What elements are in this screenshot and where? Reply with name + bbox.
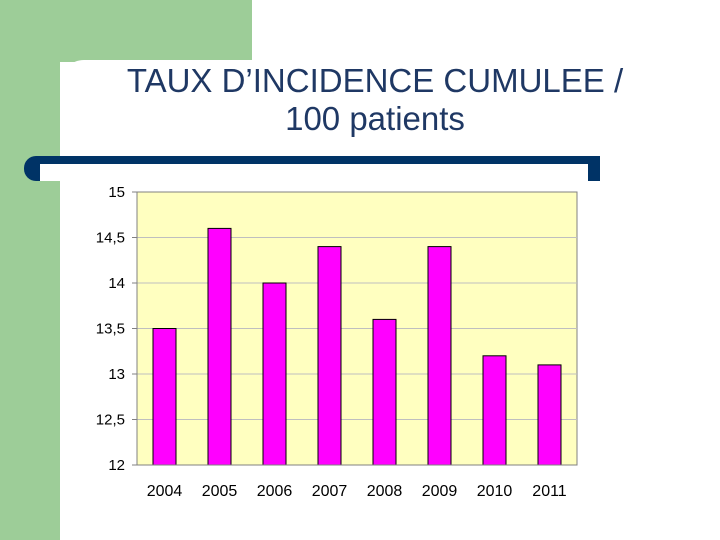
bar-2005 xyxy=(207,227,232,466)
bar-2007 xyxy=(317,246,342,466)
y-tick-label: 14,5 xyxy=(96,230,125,247)
x-tick-label: 2009 xyxy=(422,483,458,500)
x-tick-label: 2008 xyxy=(367,483,403,500)
bar-2004 xyxy=(152,328,177,466)
title-line-2: 100 patients xyxy=(285,100,465,137)
y-tick-label: 13 xyxy=(108,366,125,383)
bar-2008 xyxy=(372,318,397,466)
x-tick-label: 2011 xyxy=(532,483,567,500)
top-band xyxy=(60,0,252,62)
bar-2010 xyxy=(482,355,507,466)
x-tick-label: 2006 xyxy=(257,483,293,500)
y-tick-label: 12 xyxy=(108,457,125,474)
bar-2009 xyxy=(427,246,452,466)
y-tick-label: 13,5 xyxy=(96,321,125,338)
x-tick-label: 2007 xyxy=(312,483,348,500)
title-rule-tab xyxy=(588,156,600,181)
y-tick-label: 15 xyxy=(108,184,125,201)
bar-2006 xyxy=(262,282,287,466)
x-tick-label: 2010 xyxy=(477,483,513,500)
title-line-1: TAUX D’INCIDENCE CUMULEE / xyxy=(126,62,624,99)
y-tick-label: 14 xyxy=(108,275,125,292)
slide-title: TAUX D’INCIDENCE CUMULEE / 100 patients xyxy=(80,62,670,138)
y-tick-label: 12,5 xyxy=(96,412,125,429)
bar-2011 xyxy=(537,364,562,466)
x-tick-label: 2005 xyxy=(202,483,238,500)
side-band xyxy=(0,0,60,540)
x-tick-label: 2004 xyxy=(147,483,183,500)
